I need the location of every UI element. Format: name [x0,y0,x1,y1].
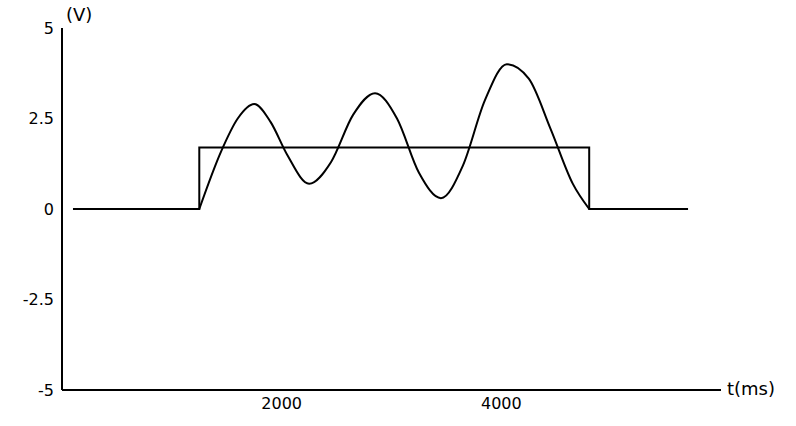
svg-text:2000: 2000 [261,394,302,413]
html-text:(V): (V) [66,4,93,25]
svg-text:4000: 4000 [481,394,522,413]
svg-text:5: 5 [44,19,54,38]
svg-text:-5: -5 [38,381,54,400]
svg-text:0: 0 [44,200,54,219]
html-text:t(ms): t(ms) [727,378,775,399]
svg-text:2.5: 2.5 [29,109,54,128]
svg-text:-2.5: -2.5 [23,290,54,309]
